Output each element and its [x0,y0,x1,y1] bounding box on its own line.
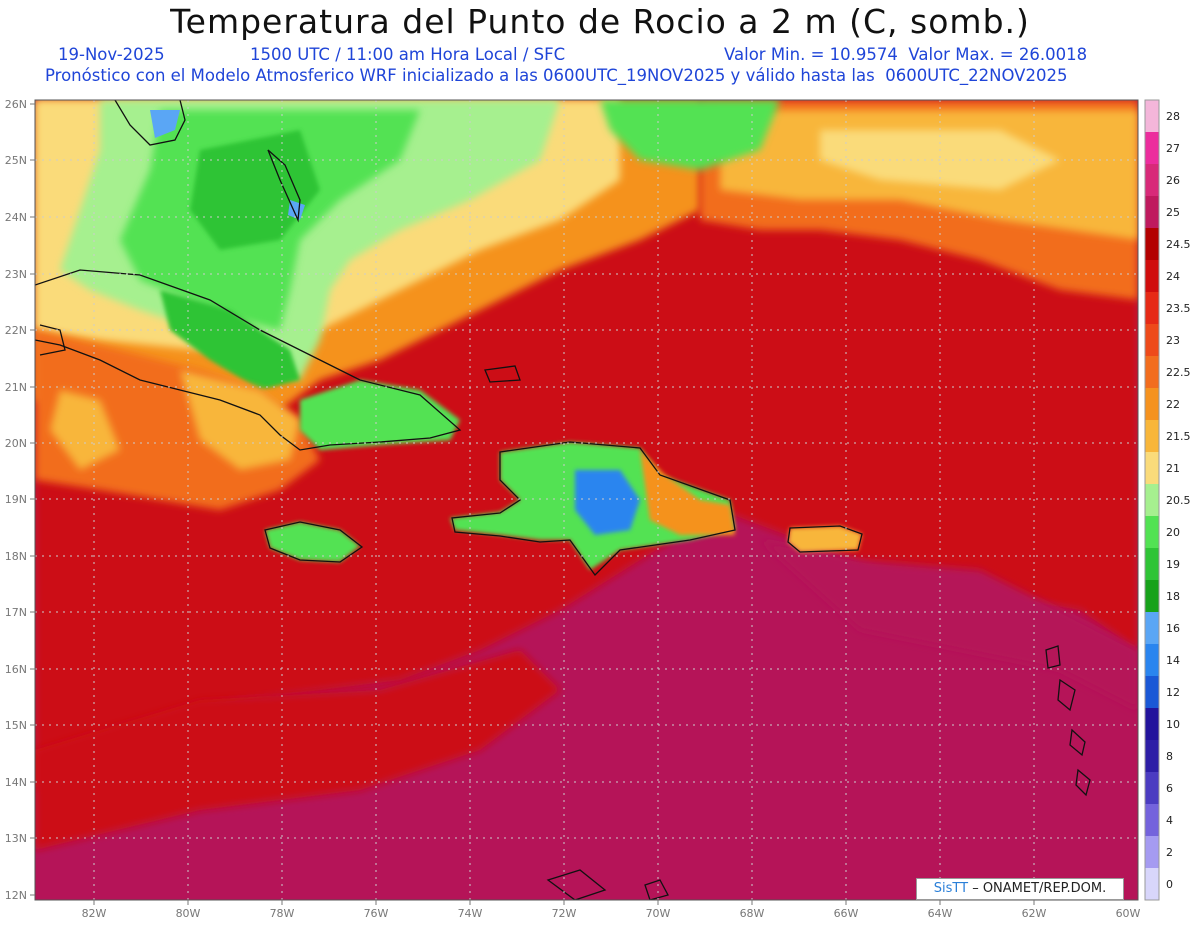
colorbar-label: 8 [1166,750,1173,763]
colorbar-swatch [1145,356,1159,389]
coastlines [35,100,1091,900]
colorbar-label: 18 [1166,590,1180,603]
colorbar-swatch [1145,868,1159,901]
lat-label: 17N [5,606,27,619]
lat-label: 13N [5,832,27,845]
colorbar-swatch [1145,676,1159,709]
forecast-time: 1500 UTC / 11:00 am Hora Local / SFC [250,45,566,64]
lon-label: 66W [834,907,859,920]
colorbar-swatch [1145,228,1159,261]
lon-label: 68W [740,907,765,920]
colorbar-swatch [1145,772,1159,805]
colorbar-label: 24.5 [1166,238,1191,251]
colorbar-swatch [1145,548,1159,581]
lat-label: 21N [5,381,27,394]
lon-label: 70W [646,907,671,920]
lon-label: 72W [552,907,577,920]
colorbar-swatch [1145,484,1159,517]
colorbar-swatch [1145,836,1159,869]
lat-label: 19N [5,493,27,506]
lat-label: 23N [5,268,27,281]
lat-label: 16N [5,663,27,676]
colorbar-label: 22.5 [1166,366,1191,379]
lon-label: 74W [458,907,483,920]
graticule [35,100,1138,900]
colorbar-label: 24 [1166,270,1180,283]
colorbar-label: 21 [1166,462,1180,475]
colorbar-swatch [1145,644,1159,677]
credit-stamp: SisTT – ONAMET/REP.DOM. [916,878,1124,900]
colorbar-swatch [1145,100,1159,133]
colorbar-swatch [1145,612,1159,645]
colorbar-swatch [1145,804,1159,837]
dewpoint-map: 26N 25N 24N 23N 22N 21N 20N 19N 18N 17N … [5,98,1191,920]
colorbar-label: 16 [1166,622,1180,635]
colorbar-label: 19 [1166,558,1180,571]
colorbar-label: 20.5 [1166,494,1191,507]
lat-label: 25N [5,154,27,167]
credit-text: – ONAMET/REP.DOM. [968,881,1107,896]
lon-label: 62W [1022,907,1047,920]
lat-label: 20N [5,437,27,450]
colorbar-swatch [1145,740,1159,773]
map-frame [34,99,1139,901]
longitude-axis: 82W 80W 78W 76W 74W 72W 70W 68W 66W 64W … [82,907,1141,920]
colorbar-label: 14 [1166,654,1180,667]
forecast-date: 19-Nov-2025 [58,45,165,64]
map-field [35,100,1138,900]
colorbar-label: 4 [1166,814,1173,827]
colorbar-label: 12 [1166,686,1180,699]
colorbar-label: 23 [1166,334,1180,347]
colorbar-label: 6 [1166,782,1173,795]
colorbar-swatch [1145,388,1159,421]
lon-label: 82W [82,907,107,920]
colorbar-swatch [1145,196,1159,229]
colorbar-swatch [1145,164,1159,197]
colorbar-swatch [1145,516,1159,549]
colorbar-label: 20 [1166,526,1180,539]
colorbar-label: 10 [1166,718,1180,731]
colorbar-swatch [1145,420,1159,453]
colorbar-swatch [1145,132,1159,165]
lat-label: 15N [5,719,27,732]
colorbar-label: 22 [1166,398,1180,411]
lon-label: 64W [928,907,953,920]
colorbar-swatch [1145,580,1159,613]
colorbar-frame [1144,99,1160,901]
colorbar-swatch [1145,452,1159,485]
lon-label: 80W [176,907,201,920]
lon-label: 78W [270,907,295,920]
lat-label: 18N [5,550,27,563]
colorbar-label: 23.5 [1166,302,1191,315]
lat-label: 14N [5,776,27,789]
lat-label: 22N [5,324,27,337]
lat-label: 12N [5,889,27,902]
colorbar-label: 27 [1166,142,1180,155]
colorbar-label: 21.5 [1166,430,1191,443]
min-max-values: Valor Min. = 10.9574 Valor Max. = 26.001… [724,45,1088,64]
colorbar: 2827262524.52423.52322.52221.52120.52019… [1144,99,1191,901]
lat-label: 26N [5,98,27,111]
page-title: Temperatura del Punto de Rocio a 2 m (C,… [170,2,1030,41]
colorbar-swatch [1145,708,1159,741]
lat-label: 24N [5,211,27,224]
colorbar-swatch [1145,260,1159,293]
colorbar-label: 26 [1166,174,1180,187]
lon-label: 60W [1116,907,1141,920]
colorbar-swatch [1145,292,1159,325]
latitude-axis: 26N 25N 24N 23N 22N 21N 20N 19N 18N 17N … [5,98,27,902]
colorbar-label: 28 [1166,110,1180,123]
lon-label: 76W [364,907,389,920]
model-info: Pronóstico con el Modelo Atmosferico WRF… [45,66,1068,85]
colorbar-label: 25 [1166,206,1180,219]
sistt-logo: SisTT [933,881,969,896]
colorbar-label: 2 [1166,846,1173,859]
colorbar-swatch [1145,324,1159,357]
colorbar-label: 0 [1166,878,1173,891]
